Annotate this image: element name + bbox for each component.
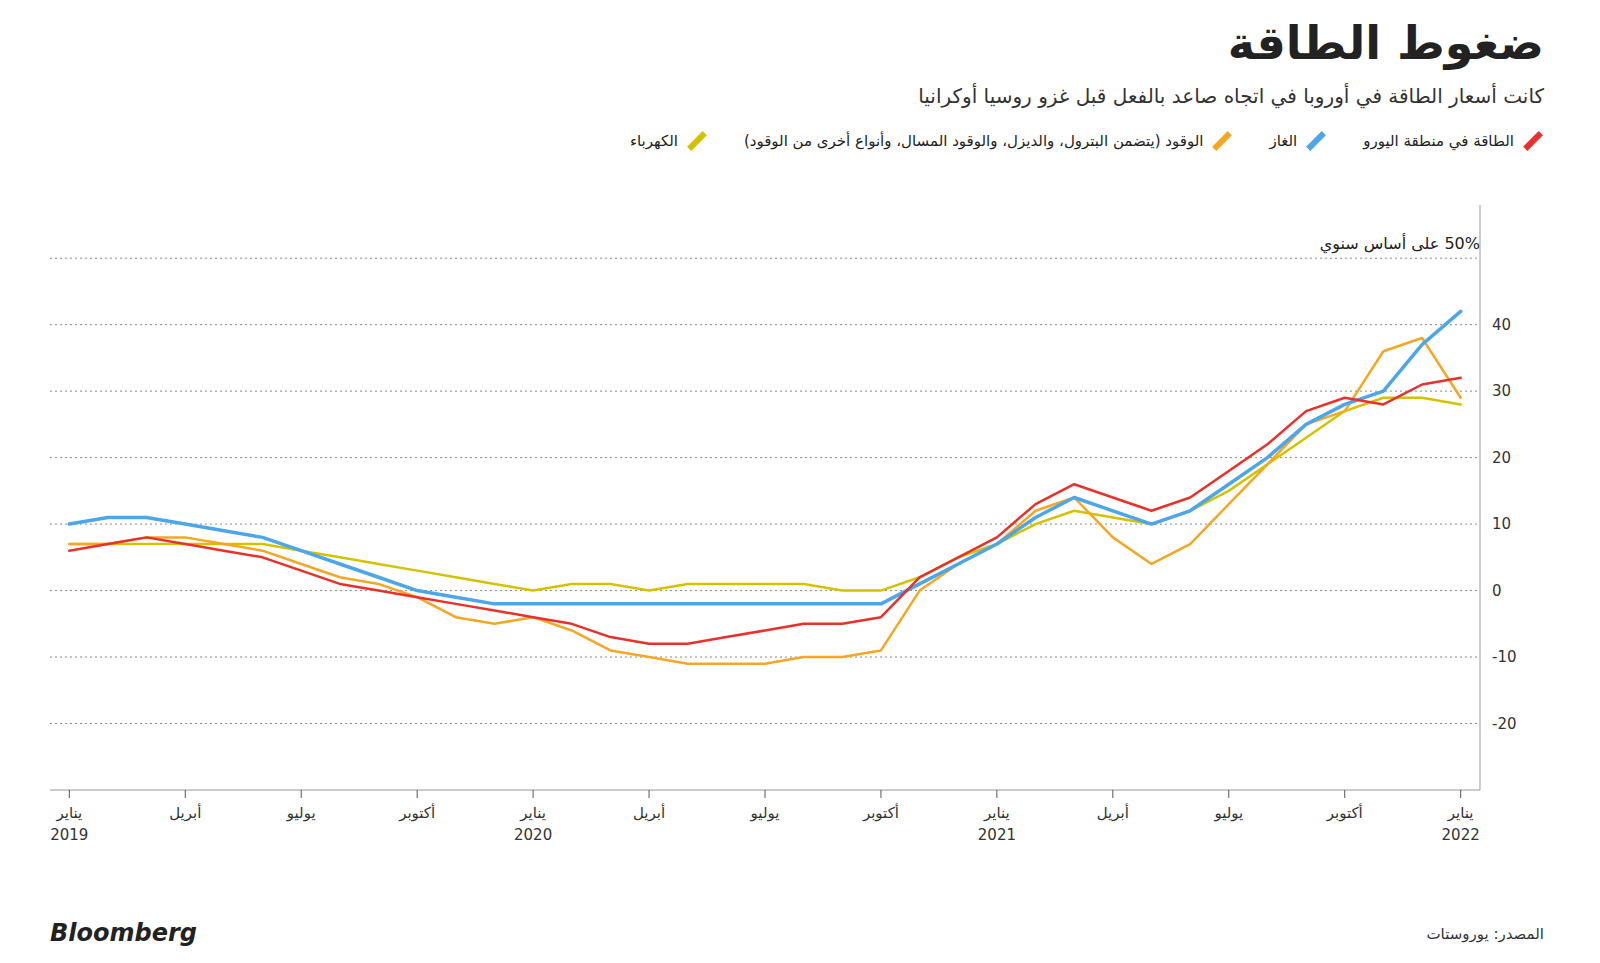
series-line [69,378,1460,644]
grid-line [50,657,1480,658]
y-tick-label: -10 [1492,648,1517,666]
x-tick-label: يوليو [286,804,316,822]
grid-line [50,723,1480,724]
series-line [69,311,1460,604]
y-axis-line [1480,205,1481,790]
x-tick-label: أكتوبر [1326,803,1363,822]
y-tick-label: 10 [1492,515,1511,533]
legend-label: الطاقة في منطقة اليورو [1363,132,1514,150]
title: ضغوط الطاقة [1228,16,1544,70]
x-tick [1228,790,1229,798]
legend: الطاقة في منطقة اليورو الغاز الوقود (يتضمن… [56,132,1544,150]
legend-swatch [687,131,707,151]
x-tick [417,790,418,798]
y-tick-label: 20 [1492,449,1511,467]
legend-label: الوقود (يتضمن البترول، والديزل، والوقود … [744,132,1203,150]
grid-line [50,258,1480,259]
legend-swatch [1523,131,1543,151]
lines [69,311,1460,663]
x-tick [301,790,302,798]
x-tick-label: يوليو [750,804,780,822]
x-tick-label: أبريل [633,803,665,822]
legend-item: الطاقة في منطقة اليورو [1363,132,1544,150]
x-tick-label: يناير2019 [50,804,88,844]
x-tick-label: أبريل [1097,803,1129,822]
legend-swatch [1212,131,1232,151]
source: المصدر: يوروستات [1426,925,1544,943]
x-tick-label: يوليو [1213,804,1243,822]
x-tick-label: أكتوبر [862,803,899,822]
x-tick-label: يناير2020 [514,804,552,844]
legend-swatch [1306,131,1326,151]
y-tick-label: 40 [1492,316,1511,334]
x-tick [649,790,650,798]
subtitle: كانت أسعار الطاقة في أوروبا في اتجاه صاع… [918,84,1544,108]
grid [50,258,1480,723]
page: -20 -10 0 10 20 30 40 يناير2019 أبريل يوليو أكتوبر… [0,0,1600,963]
grid-line [50,391,1480,392]
y-tick-label: 30 [1492,382,1511,400]
legend-item: الكهرباء [630,132,708,150]
x-tick [1460,790,1461,798]
y-tick-label: -20 [1492,715,1517,733]
x-tick-label: أكتوبر [398,803,435,822]
x-tick [185,790,186,798]
x-tick [533,790,534,798]
grid-line [50,524,1480,525]
x-tick-label: يناير2021 [978,804,1016,844]
x-tick [69,790,70,798]
legend-item: الغاز [1269,132,1327,150]
series-line [69,338,1460,664]
grid-line [50,324,1480,325]
x-tick-label: أبريل [169,803,201,822]
credit: Bloomberg [50,919,197,947]
x-tick-label: يناير2022 [1442,804,1480,844]
x-tick [765,790,766,798]
x-tick [1112,790,1113,798]
y-tick-label: 0 [1492,582,1502,600]
y-tick-label: 50% على أساس سنوي [1320,234,1480,253]
grid-line [50,590,1480,591]
y-ticks: -20 -10 0 10 20 30 40 [1492,316,1517,733]
legend-label: الكهرباء [630,132,678,150]
x-tick [880,790,881,798]
x-tick [996,790,997,798]
x-ticks: يناير2019 أبريل يوليو أكتوبر يناير2020 أبريل ي… [50,790,1480,844]
legend-item: الوقود (يتضمن البترول، والديزل، والوقود … [744,132,1233,150]
legend-label: الغاز [1269,132,1297,150]
x-tick [1344,790,1345,798]
